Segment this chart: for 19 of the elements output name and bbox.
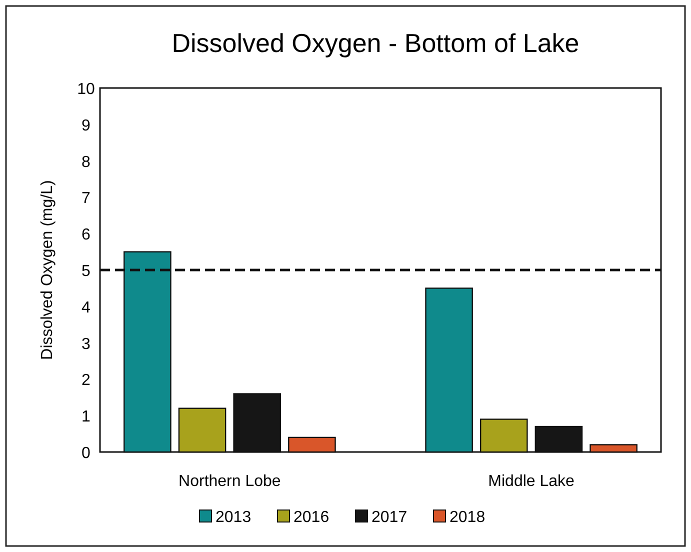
legend-label: 2018 [450,509,486,526]
legend-label: 2017 [372,509,408,526]
x-tick-label: Northern Lobe [178,473,281,490]
y-tick-label: 9 [82,117,91,134]
x-tick-label: Middle Lake [488,473,575,490]
legend-label: 2013 [216,509,252,526]
y-tick-label: 7 [82,190,91,208]
chart-title: Dissolved Oxygen - Bottom of Lake [172,28,580,58]
y-tick-label: 5 [82,263,91,280]
y-tick-label: 2 [82,372,91,390]
y-tick-label: 8 [82,154,91,171]
y-tick-label: 3 [82,336,91,353]
y-tick-label: 6 [82,226,91,244]
legend-label: 2016 [294,509,330,526]
y-axis-title: Dissolved Oxygen (mg/L) [39,180,56,360]
y-tick-label: 0 [82,445,91,462]
y-tick-label: 1 [82,408,91,426]
y-tick-label: 10 [77,81,95,98]
y-tick-label: 4 [82,299,91,316]
